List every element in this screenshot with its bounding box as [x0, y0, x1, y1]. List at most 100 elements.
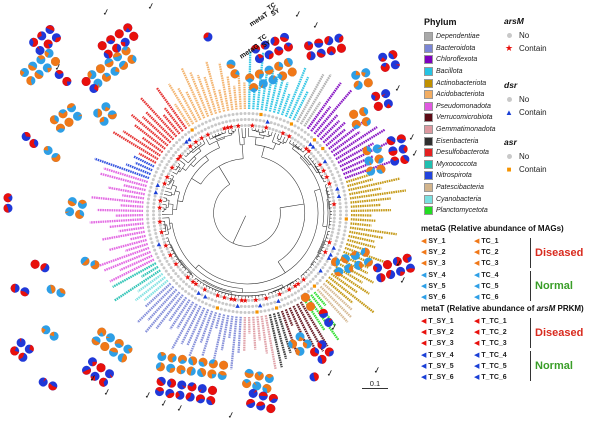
phylum-name: Dependentiae	[436, 33, 480, 41]
phylum-legend-item: Eisenbacteria	[424, 135, 504, 147]
sample-label: T_SY_6	[428, 374, 454, 382]
metaG-pie-cluster	[65, 197, 87, 219]
svg-text:✓: ✓	[329, 322, 338, 333]
phylum-legend-item: Acidobacteriota	[424, 89, 504, 101]
sample-label: TC_2	[481, 249, 499, 257]
metaT-sample-T_SY_1: ◀ T_SY_1	[421, 316, 474, 327]
metaG-sample-TC_3: ◀ TC_3	[474, 258, 530, 269]
left-triangle-icon: ◀	[421, 329, 427, 337]
sample-label: TC_6	[481, 294, 499, 302]
metaG-pie-cluster	[87, 46, 137, 88]
phylum-color-swatch	[424, 159, 433, 169]
metaT-sample-T_SY_4: ◀ T_SY_4	[421, 350, 474, 361]
left-triangle-icon: ◀	[421, 282, 427, 290]
significance-checkmarks: ✓ ✓ ✓ ✓ ✓ ✓ ✓ ✓ ✓ ✓ ✓ ✓ ✓ ✓ ✓ ✓ ✓ ✓ ✓ ✓	[53, 1, 419, 421]
gene-contain-label: Contain	[519, 44, 547, 53]
phylum-legend-item: Cyanobacteria	[424, 193, 504, 205]
metaG-normal-label: Normal	[535, 280, 573, 293]
metaG-sample-SY_3: ◀ SY_3	[421, 258, 474, 269]
metaT-sample-T_TC_5: ◀ T_TC_5	[474, 361, 530, 372]
metaG-pie-cluster	[43, 146, 61, 162]
metaG-pie-cluster	[155, 352, 229, 380]
metaT-sample-T_SY_6: ◀ T_SY_6	[421, 372, 474, 383]
metaT-sample-T_TC_3: ◀ T_TC_3	[474, 338, 530, 349]
phylum-color-swatch	[424, 171, 433, 181]
metaT-pie-cluster	[3, 193, 13, 213]
left-triangle-icon: ◀	[421, 260, 427, 268]
metaT-pie-cluster	[378, 50, 400, 72]
left-triangle-icon: ◀	[474, 351, 480, 359]
phylum-name: Nitrospirota	[436, 172, 472, 180]
svg-text:✓: ✓	[398, 275, 407, 286]
metaG-pie-cluster	[93, 102, 117, 126]
metaT-pie-cluster	[81, 77, 99, 93]
sample-label: T_TC_1	[481, 318, 507, 326]
sample-label: SY_1	[428, 238, 446, 246]
dendrogram	[161, 127, 332, 298]
left-triangle-icon: ◀	[421, 294, 427, 302]
svg-text:✓: ✓	[102, 387, 111, 398]
sample-label: SY_3	[428, 260, 446, 268]
phylum-name: Actinobacteriota	[436, 79, 487, 87]
left-triangle-icon: ◀	[421, 351, 427, 359]
sample-label: SY_2	[428, 249, 446, 257]
gene-marker-rings	[146, 112, 348, 314]
phylum-color-swatch	[424, 136, 433, 146]
sample-label: T_SY_2	[428, 329, 454, 337]
square-icon: ■	[506, 164, 512, 174]
metaG-pie-cluster	[242, 368, 274, 394]
metaG-sample-SY_5: ◀ SY_5	[421, 281, 474, 292]
sample-label: T_SY_4	[428, 351, 454, 359]
metaT-diseased-label: Diseased	[535, 326, 584, 339]
sample-label: T_TC_6	[481, 374, 507, 382]
phylum-name: Desulfobacterota	[436, 149, 489, 157]
phylum-color-swatch	[424, 194, 433, 204]
phylum-legend-item: Gemmatimonadota	[424, 124, 504, 136]
left-triangle-icon: ◀	[421, 374, 427, 382]
metaG-pie-cluster	[331, 247, 373, 277]
metaG-diseased-bracket	[530, 237, 531, 268]
phylum-legend-item: Nitrospirota	[424, 170, 504, 182]
phylum-color-swatch	[424, 113, 433, 123]
left-triangle-icon: ◀	[421, 249, 427, 257]
gene-legend-title: dsr	[504, 80, 518, 90]
svg-text:✓: ✓	[159, 398, 168, 409]
metaT-legend-title: metaT (Relative abundance of arsM PRKM)	[421, 304, 584, 313]
gene-no-label: No	[519, 31, 530, 40]
metaG-pie-cluster	[91, 327, 133, 363]
scale-bar: 0.1	[362, 379, 388, 389]
phylum-legend: Phylum Dependentiae Bacteroidota Chlorofle…	[424, 17, 504, 217]
metaT-pie-cluster	[29, 24, 61, 56]
sample-label: SY_6	[428, 294, 446, 302]
phylum-legend-item: Verrucomicrobiota	[424, 112, 504, 124]
metaT-sample-T_SY_5: ◀ T_SY_5	[421, 361, 474, 372]
svg-text:✓: ✓	[175, 403, 184, 414]
phylum-color-swatch	[424, 206, 433, 216]
left-triangle-icon: ◀	[474, 362, 480, 370]
phylum-color-swatch	[424, 32, 433, 42]
gene-legend-title: arsM	[504, 16, 524, 26]
left-triangle-icon: ◀	[474, 271, 480, 279]
phylum-legend-item: Dependentiae	[424, 31, 504, 43]
phylum-legend-items: Dependentiae Bacteroidota Chloroflexota Bac…	[424, 31, 504, 217]
left-triangle-icon: ◀	[474, 374, 480, 382]
metaT-normal-bracket	[530, 351, 531, 382]
svg-text:✓: ✓	[88, 373, 97, 384]
scale-bar-value: 0.1	[369, 379, 381, 388]
phylum-legend-item: Desulfobacterota	[424, 147, 504, 159]
metaT-pie-cluster	[251, 32, 293, 64]
phylum-legend-item: Actinobacteriota	[424, 77, 504, 89]
metaG-sample-TC_1: ◀ TC_1	[474, 236, 530, 247]
metaT-pie-cluster	[304, 33, 346, 61]
metaT-pie-cluster	[203, 32, 213, 42]
metaT-sample-T_TC_6: ◀ T_TC_6	[474, 372, 530, 383]
metaG-legend-title: metaG (Relative abundance of MAGs)	[421, 224, 564, 233]
metaT-pie-cluster	[30, 259, 50, 273]
left-triangle-icon: ◀	[421, 362, 427, 370]
gene-contain-label: Contain	[519, 108, 547, 117]
svg-text:✓: ✓	[146, 1, 155, 12]
metaT-pie-cluster	[97, 23, 139, 59]
phylum-color-swatch	[424, 101, 433, 111]
